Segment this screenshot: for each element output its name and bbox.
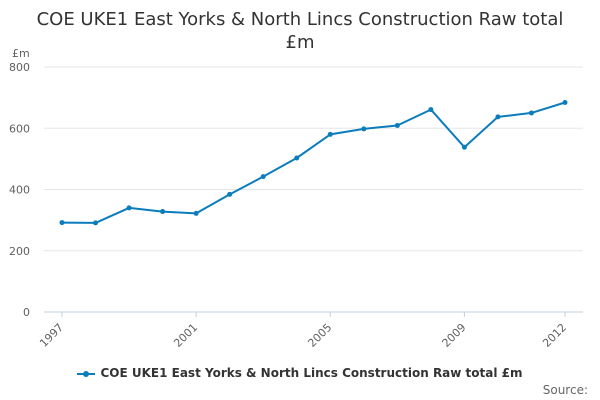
x-axis: 1997 2001 2005 2009 2012 — [37, 312, 569, 350]
x-tick-label: 2005 — [305, 321, 334, 350]
data-point[interactable] — [562, 100, 568, 106]
data-point[interactable] — [294, 155, 300, 161]
data-point[interactable] — [528, 110, 534, 116]
credits-text[interactable]: Source: — [542, 383, 588, 397]
data-point[interactable] — [495, 114, 501, 120]
data-point[interactable] — [93, 220, 99, 226]
legend[interactable]: COE UKE1 East Yorks & North Lincs Constr… — [0, 366, 600, 380]
chart-title: COE UKE1 East Yorks & North Lincs Constr… — [0, 8, 600, 54]
x-tick-label: 2012 — [540, 321, 569, 350]
data-point[interactable] — [361, 126, 367, 132]
data-point[interactable] — [193, 210, 199, 216]
y-axis-tick-labels: 0 200 400 600 800 — [9, 61, 30, 319]
chart-title-line-2: £m — [285, 32, 315, 53]
y-tick-label: 400 — [9, 184, 30, 197]
y-tick-label: 800 — [9, 61, 30, 74]
series-group — [59, 100, 568, 226]
data-point[interactable] — [461, 144, 467, 150]
series-line[interactable] — [61, 101, 566, 224]
y-tick-label: 600 — [9, 122, 30, 135]
data-point[interactable] — [227, 191, 233, 197]
data-point[interactable] — [394, 122, 400, 128]
x-tick-label: 2009 — [440, 321, 469, 350]
x-tick-label: 2001 — [171, 321, 200, 350]
x-tick-label: 1997 — [37, 321, 66, 350]
data-point[interactable] — [126, 205, 132, 211]
data-point[interactable] — [260, 174, 266, 180]
y-tick-label: 0 — [23, 306, 30, 319]
gridlines — [44, 66, 583, 313]
data-point[interactable] — [160, 209, 166, 215]
y-tick-label: 200 — [9, 245, 30, 258]
data-point[interactable] — [59, 220, 65, 226]
legend-item-label: COE UKE1 East Yorks & North Lincs Constr… — [100, 366, 523, 380]
chart-title-line-1: COE UKE1 East Yorks & North Lincs Constr… — [36, 9, 564, 30]
data-point[interactable] — [327, 131, 333, 137]
data-point[interactable] — [428, 107, 434, 113]
y-axis-unit-label: £m — [12, 47, 30, 60]
legend-line-marker-icon — [77, 369, 96, 379]
